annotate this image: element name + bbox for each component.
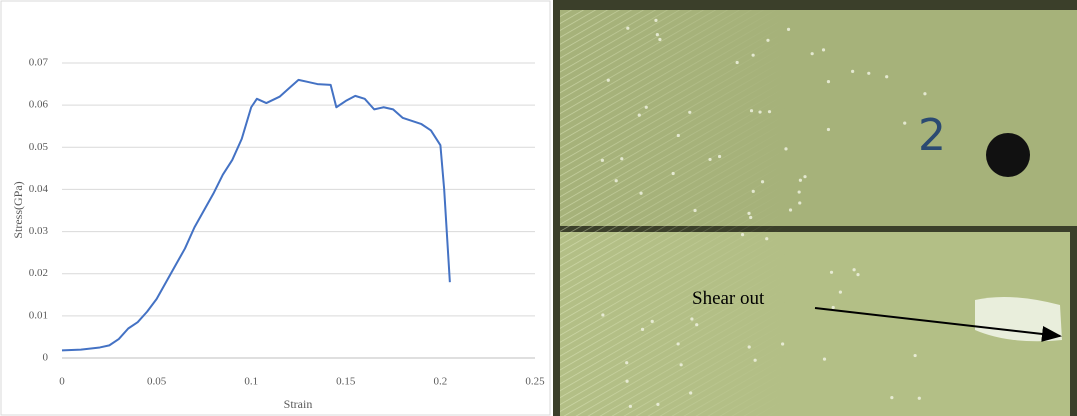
y-tick-label: 0	[43, 352, 49, 364]
dot	[626, 26, 630, 30]
dot	[917, 396, 921, 400]
dot	[766, 38, 770, 42]
dot	[903, 121, 907, 125]
dot	[798, 201, 802, 205]
dot	[826, 127, 831, 132]
dot	[656, 402, 660, 406]
dot	[679, 363, 683, 367]
dot	[798, 178, 803, 182]
dot	[760, 180, 765, 184]
dot	[913, 353, 917, 358]
dot	[747, 211, 751, 215]
bolt-hole	[986, 133, 1030, 177]
dot	[784, 147, 788, 151]
dot	[751, 53, 755, 57]
dot	[803, 175, 807, 179]
dot	[717, 154, 722, 159]
dot	[614, 179, 618, 183]
dot	[788, 208, 793, 212]
dot	[654, 18, 658, 22]
chart-frame	[0, 0, 551, 416]
dot	[751, 189, 755, 193]
data-line	[61, 78, 451, 352]
x-tick-label: 0.1	[244, 376, 258, 388]
dot	[625, 361, 629, 365]
dot	[688, 110, 692, 114]
annotation: Shear out	[692, 288, 765, 309]
x-tick-label: 0.15	[336, 376, 356, 388]
dot	[650, 319, 654, 324]
x-tick-label: 0.2	[434, 376, 448, 388]
dot	[826, 80, 831, 84]
dot	[749, 109, 754, 113]
dot	[851, 69, 855, 74]
dot	[867, 71, 871, 75]
fiber-texture	[560, 10, 1077, 416]
dot	[600, 158, 604, 162]
dot	[890, 396, 894, 400]
x-tick-label: 0.25	[525, 376, 545, 388]
dot	[735, 60, 739, 65]
y-tick-label: 0.01	[29, 309, 48, 321]
dot	[747, 345, 751, 349]
x-tick-label: 0.05	[147, 376, 167, 388]
dot	[831, 305, 835, 310]
photo: 2 Shear out	[553, 0, 1077, 416]
dot	[856, 273, 860, 277]
dot	[821, 48, 826, 52]
dot	[923, 92, 927, 96]
dot	[606, 78, 610, 82]
dot	[829, 270, 834, 274]
dot	[655, 32, 659, 37]
shear-out-damage	[975, 296, 1062, 342]
dot	[676, 133, 680, 138]
dot	[708, 157, 712, 162]
dot	[781, 342, 785, 346]
annotation-arrow	[814, 307, 1062, 342]
dot	[838, 290, 843, 294]
y-tick-label: 0.02	[29, 267, 48, 279]
x-axis-label: Strain	[284, 397, 313, 411]
dot	[639, 191, 643, 195]
dot	[671, 171, 675, 176]
dot-texture	[600, 18, 927, 408]
dot	[628, 404, 633, 408]
dot	[758, 110, 762, 114]
dot	[852, 268, 856, 272]
x-tick-label: 0	[59, 376, 65, 388]
dot	[749, 215, 753, 220]
dot	[786, 27, 791, 31]
dot	[753, 358, 757, 362]
dot	[810, 52, 814, 56]
dot	[620, 157, 624, 161]
dot	[695, 323, 699, 327]
dot	[658, 37, 662, 42]
dot	[740, 233, 745, 237]
dot	[640, 327, 645, 331]
dot	[690, 317, 694, 321]
dot	[797, 190, 801, 194]
dot	[767, 110, 772, 114]
dot	[601, 313, 605, 317]
y-tick-label: 0.06	[29, 99, 49, 111]
dot	[822, 357, 827, 361]
dot	[885, 75, 889, 79]
dot	[923, 145, 927, 149]
dot	[637, 113, 641, 117]
y-tick-label: 0.04	[29, 183, 49, 195]
y-tick-label: 0.03	[29, 225, 49, 237]
dot	[689, 391, 693, 395]
y-axis-label: Stress(GPa)	[11, 181, 25, 238]
y-tick-label: 0.07	[29, 57, 49, 69]
y-tick-label: 0.05	[29, 141, 49, 153]
specimen-number: 2	[918, 110, 946, 161]
dot	[644, 105, 648, 109]
dot	[625, 379, 629, 383]
dot	[693, 208, 697, 213]
dot	[765, 237, 769, 241]
dot	[676, 342, 680, 346]
